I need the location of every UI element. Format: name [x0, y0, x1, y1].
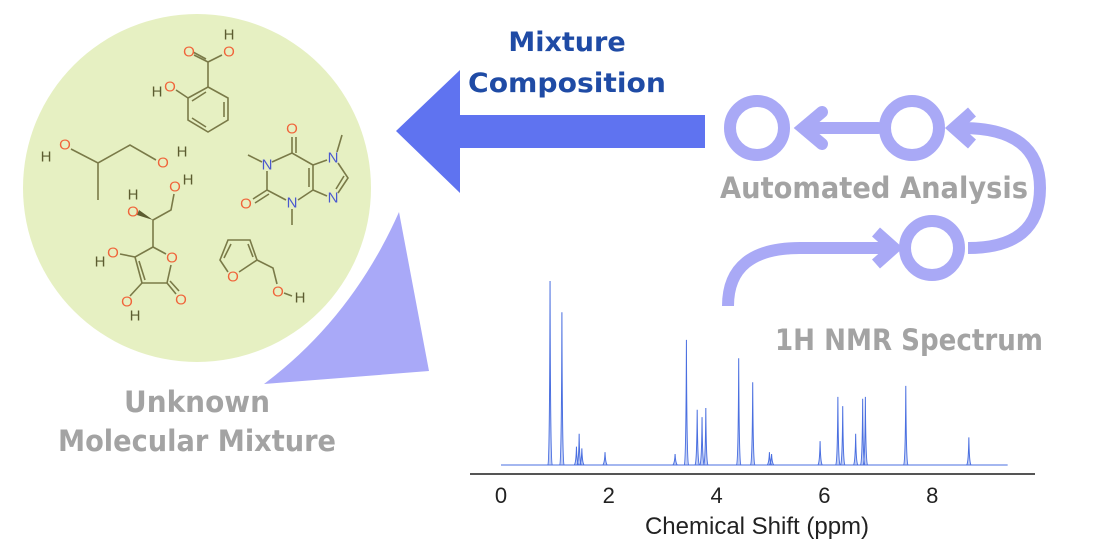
x-tick-label: 4 — [710, 483, 722, 508]
atom-h: H — [295, 290, 306, 307]
atom-o: O — [240, 196, 252, 213]
atom-n: N — [287, 195, 298, 212]
spectrum-peak — [817, 441, 823, 466]
spectrum-peak — [602, 452, 608, 466]
atom-o: O — [107, 245, 119, 262]
unknown-mixture-label: Molecular Mixture — [58, 424, 336, 458]
ascorbic-acid-molecule: O O O H O H O H O H — [95, 172, 194, 325]
cycle-node — [724, 95, 790, 161]
atom-n: N — [328, 190, 339, 207]
spectrum-peak — [835, 396, 841, 466]
nmr-spectrum-label: 1H NMR Spectrum — [775, 323, 1043, 357]
propylene-glycol-molecule: H O O H — [41, 137, 188, 200]
atom-n: N — [262, 157, 273, 174]
spectrum-peak — [768, 453, 775, 466]
atom-o: O — [59, 137, 71, 154]
nmr-spectrum-plot — [501, 280, 1008, 466]
unknown-mixture-label: Unknown — [124, 385, 270, 419]
spectrum-peak — [736, 358, 742, 466]
spectrum-peak — [966, 437, 972, 466]
cycle-arrow — [722, 227, 904, 307]
cycle-node — [879, 95, 945, 161]
atom-h: H — [224, 27, 235, 44]
cycle-node — [899, 215, 965, 281]
atom-o: O — [183, 44, 195, 61]
atom-h: H — [152, 84, 163, 101]
cycle-arrow — [793, 106, 884, 150]
x-tick-label: 0 — [495, 483, 507, 508]
atom-h: H — [130, 308, 141, 325]
x-axis-label: Chemical Shift (ppm) — [645, 513, 869, 540]
mixture-composition-title: Composition — [468, 68, 666, 99]
atom-o: O — [286, 121, 298, 138]
atom-o: O — [223, 44, 235, 61]
mixture-composition-arrow — [396, 70, 705, 193]
spectrum-peak — [862, 396, 869, 466]
atom-h: H — [128, 187, 139, 204]
spectrum-peak — [672, 453, 678, 466]
x-tick-label: 6 — [818, 483, 830, 508]
atom-o: O — [157, 155, 169, 172]
analysis-cycle — [722, 95, 1047, 307]
automated-analysis-label: Automated Analysis — [720, 171, 1028, 205]
spectrum-peak — [579, 448, 585, 466]
atom-h: H — [41, 149, 52, 166]
atom-h: H — [95, 254, 106, 271]
spectrum-peak — [750, 382, 756, 466]
spectrum-peak — [703, 407, 709, 466]
spectrum-peak — [903, 385, 909, 466]
spectrum-peak — [694, 409, 700, 466]
atom-o: O — [175, 292, 187, 309]
x-axis-ticks: 0 2 4 6 8 — [495, 483, 938, 508]
atom-o: O — [164, 79, 176, 96]
spectrum-peak — [683, 339, 690, 466]
spectrum-peak — [840, 406, 846, 466]
furfuryl-alcohol-molecule: O O H — [219, 239, 306, 307]
x-tick-label: 2 — [603, 483, 615, 508]
atom-o: O — [272, 284, 284, 301]
atom-o: O — [127, 204, 139, 221]
cycle-arrow — [944, 107, 1047, 254]
atom-o: O — [227, 269, 239, 286]
salicylic-acid-molecule: O O H O H — [152, 27, 235, 133]
x-tick-label: 8 — [926, 483, 938, 508]
spectrum-peak — [547, 280, 553, 466]
atom-h: H — [183, 172, 194, 189]
atom-o: O — [169, 179, 181, 196]
atom-n: N — [328, 150, 339, 167]
atom-o: O — [166, 250, 178, 267]
mixture-circle — [23, 14, 371, 362]
atom-h: H — [177, 144, 188, 161]
caffeine-molecule: O O N N N N — [240, 121, 349, 225]
spectrum-peak — [853, 433, 859, 466]
atom-o: O — [121, 294, 133, 311]
mixture-composition-title: Mixture — [508, 27, 625, 58]
spectrum-peak — [559, 312, 565, 466]
zoom-wedge — [264, 212, 429, 384]
spectrum-peak — [699, 417, 705, 466]
